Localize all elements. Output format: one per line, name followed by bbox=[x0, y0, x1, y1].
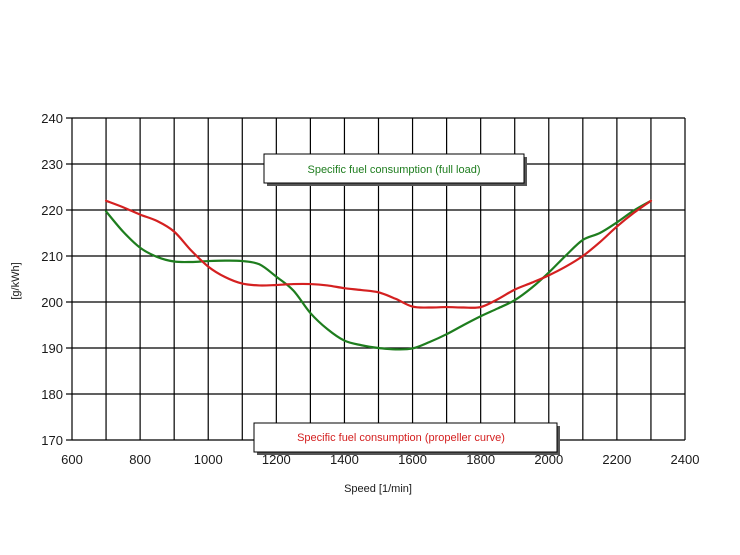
legend-full-load: Specific fuel consumption (full load) bbox=[263, 153, 527, 186]
y-tick-label: 190 bbox=[41, 341, 63, 356]
x-tick-label: 1600 bbox=[398, 452, 427, 467]
y-tick-labels: 170 180 190 200 210 220 230 240 bbox=[41, 111, 63, 448]
x-tick-label: 2000 bbox=[534, 452, 563, 467]
x-axis-label: Speed [1/min] bbox=[344, 483, 412, 495]
y-tick-label: 210 bbox=[41, 249, 63, 264]
y-tick-label: 230 bbox=[41, 157, 63, 172]
y-tick-label: 240 bbox=[41, 111, 63, 126]
x-tick-label: 1800 bbox=[466, 452, 495, 467]
x-tick-labels: 600 800 1000 1200 1400 1600 1800 2000 2200 2400 bbox=[61, 452, 699, 467]
legend-full-load-label: Specific fuel consumption (full load) bbox=[307, 164, 480, 176]
legend-propeller-label: Specific fuel consumption (propeller cur… bbox=[297, 432, 505, 444]
x-tick-label: 1400 bbox=[330, 452, 359, 467]
x-tick-label: 2400 bbox=[671, 452, 700, 467]
y-tick-label: 200 bbox=[41, 295, 63, 310]
series-line-propeller bbox=[104, 199, 653, 309]
y-tick-label: 180 bbox=[41, 387, 63, 402]
y-axis-label: [g/kWh] bbox=[10, 262, 22, 299]
x-tick-label: 600 bbox=[61, 452, 83, 467]
series-lines bbox=[104, 199, 653, 351]
x-tick-label: 2200 bbox=[602, 452, 631, 467]
legend-full-load-box bbox=[263, 153, 525, 184]
series-line-full-load bbox=[104, 199, 653, 351]
y-tick-label: 170 bbox=[41, 433, 63, 448]
legend-propeller-box bbox=[253, 422, 558, 453]
x-tick-label: 1000 bbox=[194, 452, 223, 467]
x-tick-label: 800 bbox=[129, 452, 151, 467]
legend-propeller: Specific fuel consumption (propeller cur… bbox=[253, 422, 560, 455]
y-tick-label: 220 bbox=[41, 203, 63, 218]
x-tick-label: 1200 bbox=[262, 452, 291, 467]
